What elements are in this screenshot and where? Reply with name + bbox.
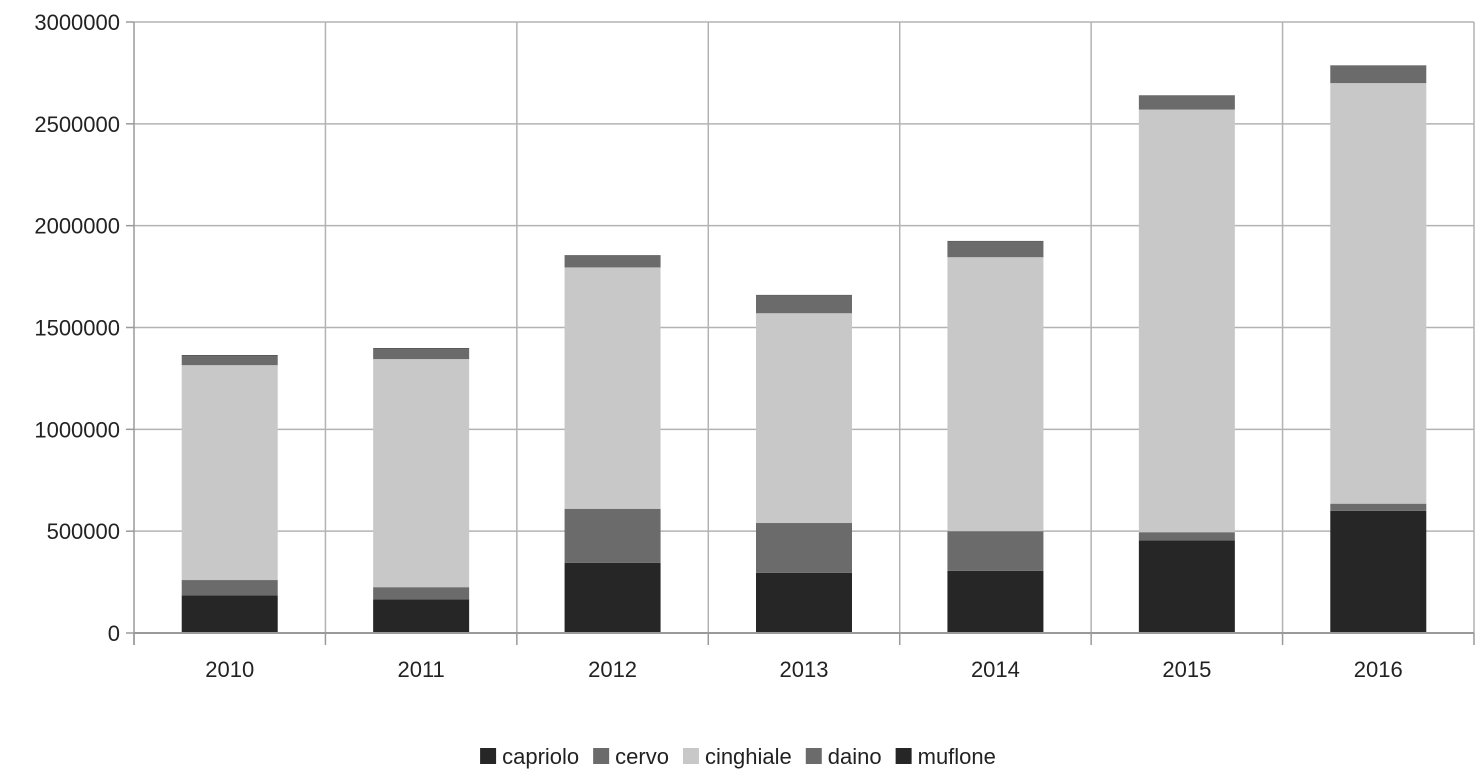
y-tick-label: 2000000 <box>34 214 120 239</box>
x-tick-label: 2010 <box>205 657 254 682</box>
legend: capriolo cervo cinghiale daino muflone <box>480 744 996 769</box>
x-tick-label: 2016 <box>1354 657 1403 682</box>
bar-segment-cervo-2010 <box>181 580 278 596</box>
legend-item-capriolo: capriolo <box>480 744 579 769</box>
bar-segment-cervo-2016 <box>1330 503 1427 511</box>
bar-segment-cervo-2011 <box>373 587 470 600</box>
bar-segment-cinghiale-2012 <box>564 267 661 509</box>
bar-segment-capriolo-2015 <box>1138 540 1235 633</box>
bar-segment-cinghiale-2011 <box>373 359 470 588</box>
x-tick-label: 2011 <box>397 657 444 682</box>
bar-segment-cinghiale-2010 <box>181 365 278 581</box>
bar-segment-capriolo-2016 <box>1330 510 1427 633</box>
legend-item-cervo: cervo <box>593 744 669 769</box>
legend-item-daino: daino <box>805 744 882 769</box>
bars <box>181 65 1427 633</box>
x-tick-label: 2014 <box>971 657 1020 682</box>
legend-label: capriolo <box>502 744 579 769</box>
bar-segment-cervo-2015 <box>1138 532 1235 541</box>
bar-segment-capriolo-2011 <box>373 599 470 633</box>
legend-label: cervo <box>615 744 669 769</box>
legend-swatch <box>805 748 822 764</box>
y-tick-label: 1500000 <box>34 316 120 341</box>
bar-segment-cinghiale-2013 <box>756 313 852 524</box>
bar-segment-daino-2014 <box>947 241 1044 258</box>
bar-segment-capriolo-2013 <box>756 572 852 633</box>
bar-segment-daino-2015 <box>1138 95 1235 110</box>
bar-segment-cervo-2013 <box>756 523 852 573</box>
x-tick-label: 2015 <box>1162 657 1211 682</box>
y-tick-label: 500000 <box>47 519 120 544</box>
x-tick-label: 2013 <box>780 657 829 682</box>
legend-swatch <box>593 748 610 764</box>
y-tick-label: 1000000 <box>34 417 120 442</box>
legend-label: muflone <box>918 744 996 769</box>
x-tick-labels: 2010 2011 2012 2013 2014 2015 2016 <box>205 657 1403 682</box>
bar-segment-daino-2016 <box>1330 65 1427 84</box>
bar-segment-cinghiale-2014 <box>947 257 1044 532</box>
y-tick-label: 0 <box>108 621 120 646</box>
legend-swatch <box>682 748 699 764</box>
legend-swatch <box>895 748 912 764</box>
bar-segment-capriolo-2014 <box>947 570 1044 633</box>
bar-segment-capriolo-2012 <box>564 562 661 633</box>
bar-segment-daino-2010 <box>181 355 278 366</box>
axes <box>133 22 1474 645</box>
y-tick-label: 3000000 <box>34 10 120 35</box>
bar-segment-daino-2013 <box>756 295 852 314</box>
legend-swatch <box>480 748 497 764</box>
bar-segment-daino-2011 <box>373 348 470 360</box>
bar-segment-capriolo-2010 <box>181 595 278 633</box>
bar-segment-daino-2012 <box>564 255 661 268</box>
legend-label: daino <box>828 744 882 769</box>
y-tick-label: 2500000 <box>34 112 120 137</box>
bar-segment-cervo-2012 <box>564 508 661 563</box>
legend-item-cinghiale: cinghiale <box>682 744 792 769</box>
x-tick-label: 2012 <box>588 657 637 682</box>
bar-segment-cervo-2014 <box>947 531 1044 571</box>
legend-item-muflone: muflone <box>895 744 996 769</box>
bar-segment-cinghiale-2016 <box>1330 83 1427 504</box>
bar-segment-cinghiale-2015 <box>1138 109 1235 533</box>
y-tick-labels: 0 500000 1000000 1500000 2000000 2500000 30000… <box>34 10 120 646</box>
legend-label: cinghiale <box>705 744 792 769</box>
